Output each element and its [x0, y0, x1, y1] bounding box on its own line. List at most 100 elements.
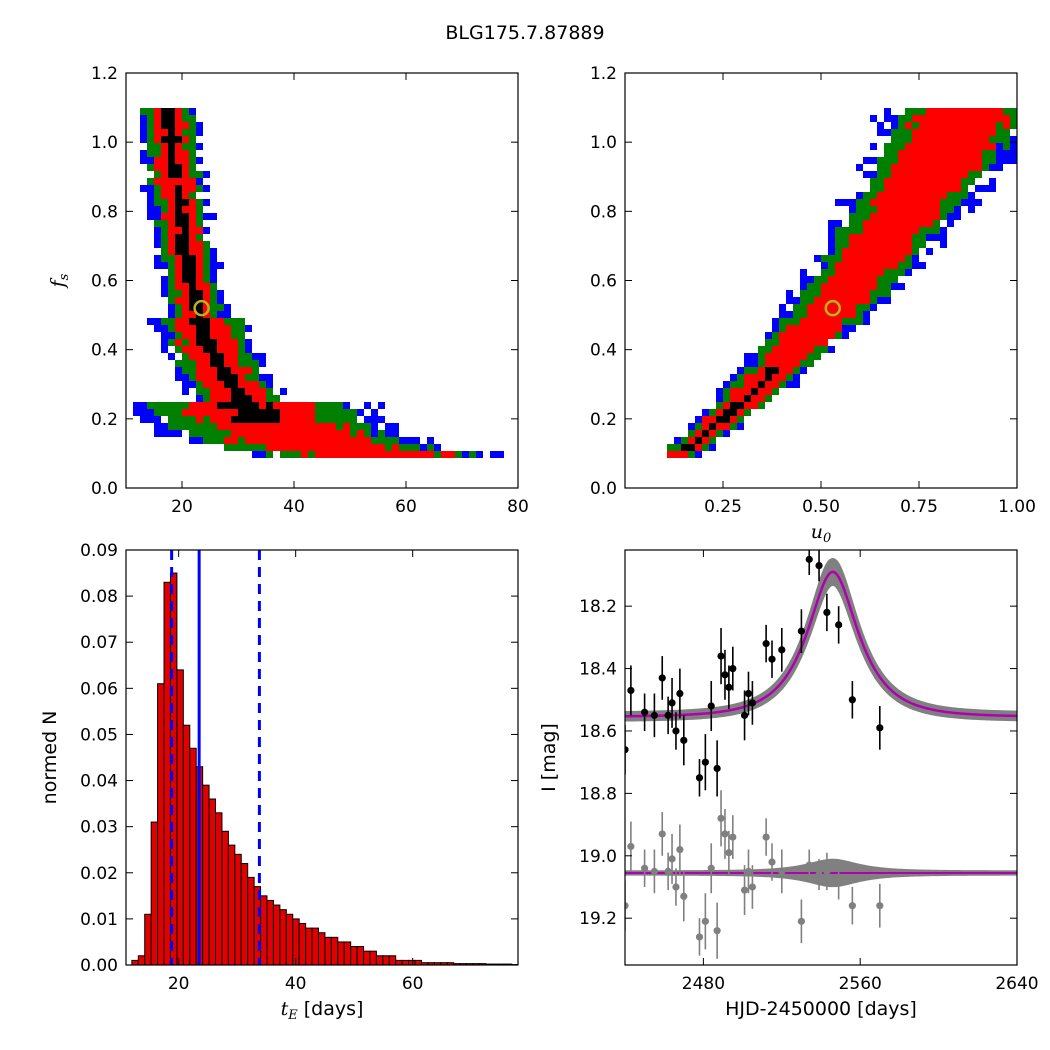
density-cell [392, 444, 399, 451]
density-cell [926, 185, 933, 192]
density-cell [231, 367, 238, 374]
density-cell [238, 444, 245, 451]
density-cell [252, 416, 259, 423]
y-tick-label: 0.09 [80, 541, 118, 561]
density-cell [217, 367, 224, 374]
density-cell [182, 304, 189, 311]
density-cell [891, 276, 898, 283]
density-cell [161, 199, 168, 206]
density-cell [189, 192, 196, 199]
density-cell [947, 129, 954, 136]
density-cell [814, 325, 821, 332]
density-cell [210, 332, 217, 339]
density-cell [378, 416, 385, 423]
density-cell [231, 388, 238, 395]
density-cell [252, 444, 259, 451]
density-cell [758, 395, 765, 402]
density-cell [744, 402, 751, 409]
density-cell [217, 318, 224, 325]
density-cell [168, 276, 175, 283]
density-cell [259, 402, 266, 409]
density-cell [933, 213, 940, 220]
density-cell [210, 430, 217, 437]
data-point [695, 774, 704, 782]
density-cell [168, 311, 175, 318]
density-cell [266, 416, 273, 423]
density-cell [800, 346, 807, 353]
axes-frame [624, 549, 1018, 966]
density-cell [849, 241, 856, 248]
data-point [717, 652, 725, 660]
density-cell [329, 423, 336, 430]
density-cell [147, 136, 154, 143]
density-cell [175, 129, 182, 136]
density-cell [1003, 143, 1010, 150]
data-point [672, 727, 680, 735]
density-cell [189, 150, 196, 157]
y-tick-label: 0.0 [91, 479, 118, 499]
density-cell [168, 304, 175, 311]
density-cell [420, 451, 427, 458]
density-cell [989, 108, 996, 115]
density-cell [933, 108, 940, 115]
density-cell [196, 220, 203, 227]
density-cell [301, 423, 308, 430]
density-cell [807, 318, 814, 325]
density-cell [161, 241, 168, 248]
density-cell [891, 185, 898, 192]
density-cell [329, 402, 336, 409]
density-cell [870, 185, 877, 192]
data-point [762, 640, 770, 648]
density-cell [737, 402, 744, 409]
density-cell [308, 444, 315, 451]
density-cell [420, 444, 427, 451]
density-cell [231, 395, 238, 402]
density-cell [294, 423, 301, 430]
density-cell [877, 276, 884, 283]
density-cell [933, 157, 940, 164]
density-cell [982, 143, 989, 150]
density-cell [891, 241, 898, 248]
density-cell [905, 206, 912, 213]
density-cell [891, 234, 898, 241]
density-cell [238, 332, 245, 339]
density-cell [182, 276, 189, 283]
density-cell [315, 409, 322, 416]
density-cell [203, 248, 210, 255]
density-cell [203, 241, 210, 248]
density-cell [884, 248, 891, 255]
density-cell [891, 199, 898, 206]
histogram-bar [260, 895, 268, 966]
density-cell [765, 360, 772, 367]
density-cell [702, 444, 709, 451]
density-cell [898, 241, 905, 248]
density-cell [336, 423, 343, 430]
density-cell [182, 227, 189, 234]
density-cell [203, 171, 210, 178]
density-cell [287, 444, 294, 451]
density-cell [954, 115, 961, 122]
density-cell [224, 353, 231, 360]
density-cell [462, 451, 469, 458]
density-cell [891, 248, 898, 255]
density-cell [814, 346, 821, 353]
density-cell [266, 402, 273, 409]
density-cell [217, 395, 224, 402]
density-cell [744, 367, 751, 374]
density-cell [224, 360, 231, 367]
density-cell [210, 276, 217, 283]
density-cell [182, 269, 189, 276]
density-cell [926, 115, 933, 122]
density-cell [182, 297, 189, 304]
density-cell [161, 136, 168, 143]
density-cell [863, 283, 870, 290]
density-cell [695, 416, 702, 423]
density-cell [217, 360, 224, 367]
density-cell [308, 430, 315, 437]
density-cell [406, 451, 413, 458]
y-tick-label: 0.0 [590, 479, 617, 499]
density-cell [210, 283, 217, 290]
density-cell [259, 360, 266, 367]
density-cell [926, 164, 933, 171]
density-cell [154, 227, 161, 234]
